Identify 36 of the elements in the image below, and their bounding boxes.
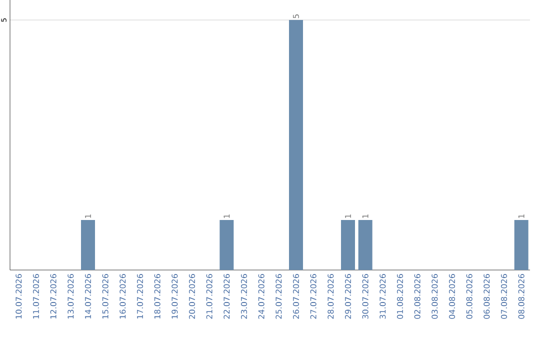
data-label: 1: [362, 214, 368, 218]
data-label: 1: [518, 214, 524, 218]
x-tick-label: 02.08.2026: [414, 274, 420, 319]
x-tick-label: 29.07.2026: [344, 274, 352, 319]
x-tick-label: 31.07.2026: [380, 274, 386, 319]
x-tick-label: 19.07.2026: [172, 274, 178, 318]
x-tick-label: 21.07.2026: [206, 274, 212, 319]
x-tick-label: 16.07.2026: [120, 274, 126, 318]
x-tick-label: 17.07.2026: [136, 274, 144, 318]
data-label: 1: [85, 214, 91, 218]
x-tick-label: 30.07.2026: [362, 274, 368, 319]
x-tick-label: 20.07.2026: [188, 274, 196, 319]
x-tick-label: 13.07.2026: [68, 274, 74, 318]
x-tick-label: 04.08.2026: [448, 274, 456, 319]
x-tick-label: 27.07.2026: [310, 274, 316, 319]
x-tick-label: 28.07.2026: [328, 274, 334, 319]
x-tick-label: 06.08.2026: [484, 274, 490, 319]
x-tick-label: 11.07.2026: [32, 274, 40, 318]
x-tick-label: 07.08.2026: [500, 274, 508, 319]
x-tick-label: 05.08.2026: [466, 274, 472, 319]
data-label: 1: [345, 214, 351, 218]
data-label: 5: [293, 14, 299, 18]
x-tick-label: 15.07.2026: [102, 274, 108, 318]
x-tick-label: 08.08.2026: [518, 274, 524, 319]
x-tick-label: 23.07.2026: [240, 274, 248, 319]
x-tick-label: 22.07.2026: [224, 274, 230, 319]
x-tick-label: 01.08.2026: [396, 274, 404, 319]
data-label: 1: [224, 214, 230, 218]
x-tick-label: 12.07.2026: [50, 274, 56, 318]
x-tick-label: 10.07.2026: [16, 274, 22, 318]
x-tick-label: 25.07.2026: [276, 274, 282, 319]
x-tick-label: 26.07.2026: [292, 274, 300, 319]
x-tick-label: 24.07.2026: [258, 274, 264, 319]
x-tick-label: 03.08.2026: [432, 274, 438, 319]
x-tick-label: 14.07.2026: [84, 274, 92, 318]
x-tick-label: 18.07.2026: [154, 274, 160, 318]
